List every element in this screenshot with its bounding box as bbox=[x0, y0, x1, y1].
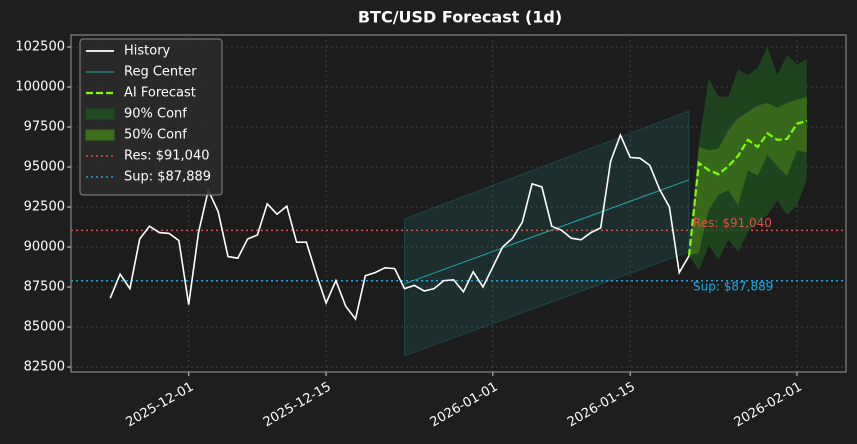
legend-swatch bbox=[85, 108, 115, 120]
legend-label: 50% Conf bbox=[124, 128, 187, 143]
y-tick-label: 102500 bbox=[15, 40, 65, 55]
chart-title: BTC/USD Forecast (1d) bbox=[358, 8, 562, 27]
confidence-band bbox=[689, 96, 807, 256]
y-tick-label: 95000 bbox=[24, 160, 65, 175]
y-tick-label: 92500 bbox=[24, 200, 65, 215]
legend-label: Res: $91,040 bbox=[124, 149, 210, 164]
legend-label: Reg Center bbox=[124, 65, 197, 80]
y-tick-label: 85000 bbox=[24, 320, 65, 335]
regression-line bbox=[404, 179, 690, 285]
legend-box bbox=[79, 38, 223, 196]
y-tick-label: 87500 bbox=[24, 280, 65, 295]
y-tick-label: 100000 bbox=[15, 80, 65, 95]
history-line bbox=[109, 132, 690, 321]
y-tick-label: 90000 bbox=[24, 240, 65, 255]
legend-label: History bbox=[124, 44, 171, 59]
level-annotation: Res: $91,040 bbox=[693, 216, 772, 230]
legend: History Reg Center AI Forecast 90% Conf 50% … bbox=[79, 38, 223, 196]
legend-label: AI Forecast bbox=[124, 86, 196, 101]
forecast-line bbox=[687, 119, 808, 256]
legend-label: 90% Conf bbox=[124, 107, 187, 122]
y-tick-label: 97500 bbox=[24, 120, 65, 135]
level-annotation: Sup: $87,889 bbox=[693, 279, 773, 293]
legend-label: Sup: $87,889 bbox=[124, 170, 211, 185]
legend-swatch bbox=[85, 129, 115, 141]
y-tick-label: 82500 bbox=[24, 360, 65, 375]
